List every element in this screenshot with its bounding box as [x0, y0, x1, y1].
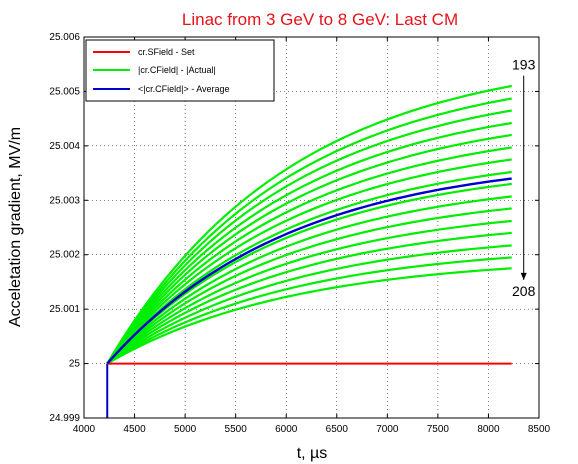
series-actual-line-5 [106, 146, 512, 365]
x-tick-label: 6500 [326, 424, 349, 435]
annotation-193: 193 [512, 57, 536, 73]
annotation-arrow-head [520, 272, 527, 280]
y-tick-label: 25.005 [49, 86, 80, 97]
series-actual-line-10 [106, 207, 512, 365]
legend: cr.SField - Set |cr.CField| - |Actual| <… [85, 39, 275, 102]
y-tick-label: 25.004 [49, 141, 80, 152]
y-tick-label: 25 [69, 359, 81, 370]
series-actual-line-4 [106, 133, 512, 365]
y-tick-label: 24.999 [49, 413, 80, 424]
series-actual-line-8 [106, 182, 512, 365]
series-actual-line-3 [106, 121, 512, 365]
series-average-line [106, 177, 512, 365]
y-tick-label: 25.003 [49, 195, 80, 206]
x-tick-label: 8500 [528, 424, 551, 435]
x-tick-label: 7000 [376, 424, 399, 435]
x-tick-label: 4500 [123, 424, 146, 435]
x-axis-label: t, µs [297, 445, 328, 462]
x-tick-label: 8000 [477, 424, 500, 435]
series-actual-line-14 [106, 256, 512, 365]
x-tick-label: 5500 [225, 424, 248, 435]
series-actual-line-7 [106, 170, 512, 365]
x-tick-label: 7500 [427, 424, 450, 435]
chart-title: Linac from 3 GeV to 8 GeV: Last CM [182, 10, 458, 29]
legend-label-set: cr.SField - Set [138, 47, 195, 57]
series-layer [106, 84, 512, 418]
ticks: 4000 4500 5000 5500 6000 6500 7000 7500 8000 8500… [49, 32, 550, 435]
series-actual-line-11 [106, 219, 512, 365]
series-actual-line-12 [106, 231, 512, 365]
y-tick-label: 25.006 [49, 32, 80, 43]
series-actual-line-15 [106, 267, 512, 365]
plot-frame [83, 36, 540, 419]
series-actual-line-9 [106, 195, 512, 365]
series-actual-line-13 [106, 244, 512, 365]
x-tick-label: 4000 [73, 424, 96, 435]
legend-label-actual: |cr.CField| - |Actual| [138, 65, 216, 75]
annotations: 193 208 [512, 57, 536, 299]
y-tick-label: 25.001 [49, 304, 80, 315]
y-axis-label: Acceletation gradient, MV/m [7, 127, 24, 327]
y-tick-label: 25.002 [49, 250, 80, 261]
x-tick-label: 5000 [174, 424, 197, 435]
series-actual-line-1 [106, 97, 512, 365]
annotation-208: 208 [512, 283, 536, 299]
series-actual-line-6 [106, 158, 512, 365]
series-actual-line-0 [106, 84, 512, 365]
series-actual-line-2 [106, 109, 512, 365]
x-tick-label: 6000 [275, 424, 298, 435]
legend-label-average: <|cr.CField|> - Average [138, 84, 230, 94]
